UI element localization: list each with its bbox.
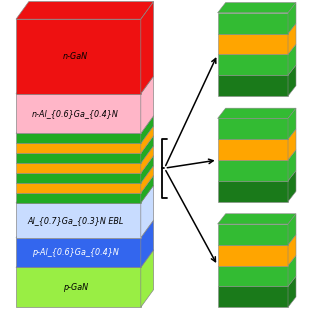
Polygon shape [218,75,288,96]
Polygon shape [16,133,141,143]
Polygon shape [218,266,288,286]
Polygon shape [16,94,141,133]
Polygon shape [16,76,154,94]
Polygon shape [16,193,141,203]
Polygon shape [141,185,154,238]
Polygon shape [218,139,288,160]
Polygon shape [288,276,296,307]
Polygon shape [16,183,141,193]
Polygon shape [218,160,288,181]
Polygon shape [218,214,296,224]
Polygon shape [141,220,154,268]
Polygon shape [141,76,154,133]
Polygon shape [288,214,296,245]
Polygon shape [16,19,141,94]
Polygon shape [16,143,141,153]
Polygon shape [288,108,296,139]
Polygon shape [141,250,154,307]
Polygon shape [288,235,296,266]
Polygon shape [16,250,154,268]
Polygon shape [16,268,141,307]
Polygon shape [218,108,296,118]
Polygon shape [218,245,288,266]
Polygon shape [288,44,296,75]
Text: n-Al_{0.6}Ga_{0.4}N: n-Al_{0.6}Ga_{0.4}N [32,109,119,118]
Polygon shape [16,153,141,163]
Polygon shape [141,136,154,163]
Text: p-GaN: p-GaN [63,283,88,292]
Polygon shape [218,181,288,202]
Polygon shape [218,224,288,245]
Polygon shape [16,185,154,203]
Polygon shape [141,156,154,183]
Polygon shape [288,171,296,202]
Polygon shape [288,65,296,96]
Polygon shape [288,3,296,34]
Polygon shape [141,165,154,193]
Polygon shape [218,286,288,307]
Polygon shape [218,54,288,75]
Polygon shape [16,2,154,19]
Polygon shape [141,175,154,203]
Text: Al_{0.7}Ga_{0.3}N EBL: Al_{0.7}Ga_{0.3}N EBL [27,216,124,225]
Polygon shape [288,150,296,181]
Polygon shape [16,173,141,183]
Text: p-Al_{0.6}Ga_{0.4}N: p-Al_{0.6}Ga_{0.4}N [32,248,119,257]
Polygon shape [16,163,141,173]
Polygon shape [288,23,296,54]
Polygon shape [218,118,288,139]
Text: n-GaN: n-GaN [63,52,88,61]
Polygon shape [141,116,154,143]
Polygon shape [16,203,141,238]
Polygon shape [141,2,154,94]
Polygon shape [218,34,288,54]
Polygon shape [288,129,296,160]
Polygon shape [16,238,141,268]
Polygon shape [218,3,296,13]
Polygon shape [141,146,154,173]
Polygon shape [218,13,288,34]
Polygon shape [16,116,154,133]
Polygon shape [288,255,296,286]
Polygon shape [141,126,154,153]
Polygon shape [16,220,154,238]
